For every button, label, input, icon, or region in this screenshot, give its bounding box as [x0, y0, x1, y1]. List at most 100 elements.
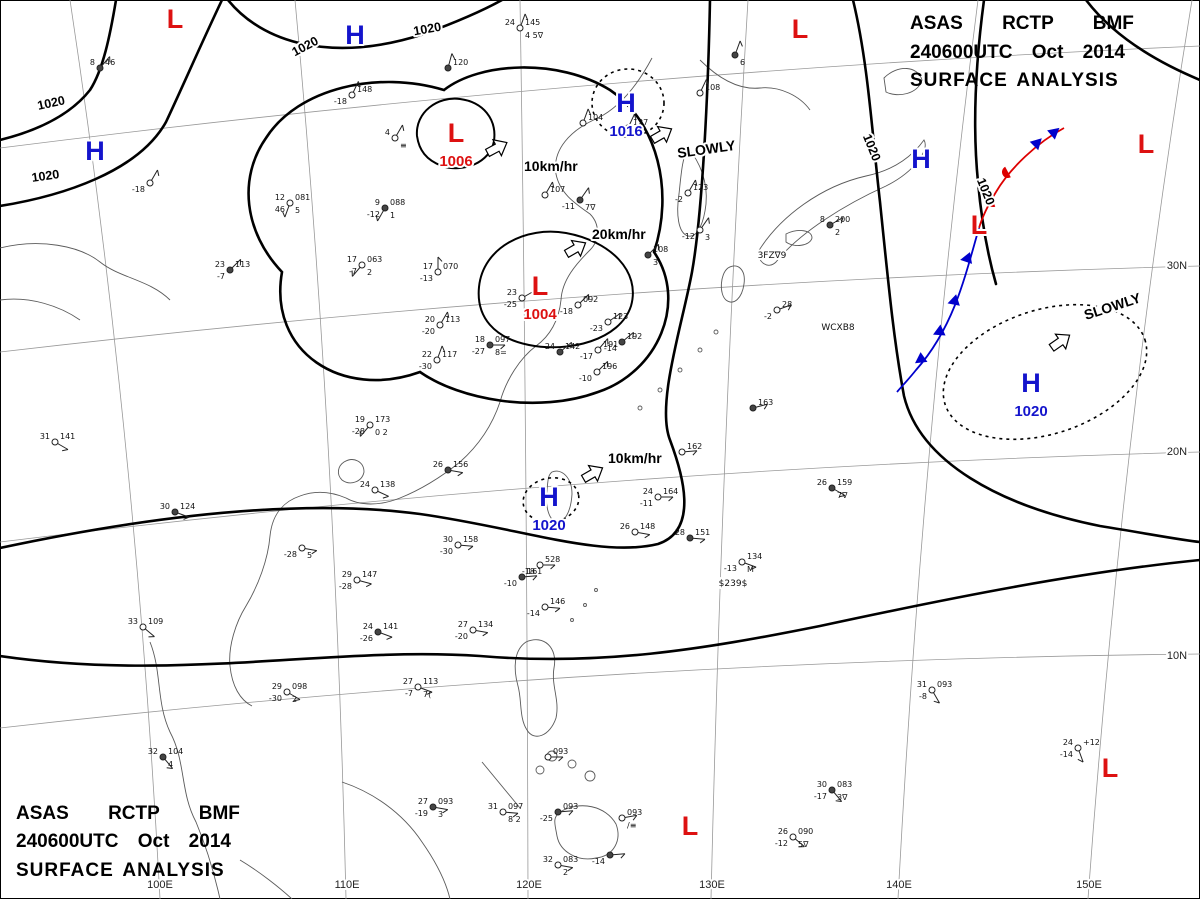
island-visayas-4 [535, 765, 545, 775]
wind-barb-feather [357, 81, 361, 88]
station-plot: 24 142 [545, 341, 580, 356]
station-circle [631, 528, 639, 536]
station-circle [536, 561, 544, 569]
station-circle [353, 576, 361, 584]
station-circle [139, 623, 147, 631]
station-temp: 19 [355, 415, 365, 424]
wind-barb-feather [183, 516, 190, 520]
parallel-30n [0, 265, 1200, 353]
wind-barb-feather [437, 256, 443, 262]
station-pressure: 081 [295, 193, 310, 202]
cold-front-symbol [1029, 138, 1042, 151]
station-circle [96, 64, 104, 72]
wind-barb-feather [632, 815, 638, 821]
station-circle [731, 51, 739, 59]
pressure-center-symbol: L [448, 118, 465, 148]
station-temp: 23 [507, 288, 517, 297]
station-temp: 26 [817, 478, 827, 487]
isobar-1020-topleft-outer [0, 0, 224, 208]
station-circle [594, 346, 602, 354]
station-temp: 8 [820, 215, 825, 224]
pressure-center-l: L [165, 2, 186, 36]
station-pressure: 113 [423, 677, 438, 686]
station-dewpoint: -2 [764, 312, 772, 321]
station-extra: 8= [495, 348, 507, 357]
station-extra: 3 [438, 810, 443, 819]
pressure-center-symbol: H [911, 144, 931, 174]
longitude-label: 140E [886, 879, 912, 891]
station-plot: -14 [592, 851, 626, 866]
station-dewpoint: -7 [405, 689, 413, 698]
station-pressure: 127 [633, 118, 648, 127]
station-extra: 1 [390, 211, 395, 220]
warm-front-symbol [987, 195, 996, 207]
wind-barb-feather [632, 332, 634, 339]
station-temp: 26 [778, 827, 788, 836]
movement-label: 20km/hr [592, 226, 646, 242]
misc-label: 3FZ∇9 [758, 251, 787, 261]
station-plot: 29 098 -30 2 [269, 682, 307, 704]
station-temp: 32 [148, 747, 158, 756]
station-plot: 108 [696, 79, 720, 97]
station-circle [826, 221, 834, 229]
wind-barb-feather [644, 534, 651, 539]
wind-barb-feather [708, 217, 710, 224]
station-pressure: 147 [362, 570, 377, 579]
wind-barb-feather [386, 636, 393, 640]
pressure-centers-layer: L H H L 1006 H 1016 L H L L L 1004 H 1020 H 1020 L L [83, 2, 1156, 843]
station-temp: 4 [385, 128, 390, 137]
misc-label: $239$ [719, 579, 748, 589]
front-symbols-layer [914, 127, 1060, 364]
movement-annotation: 10km/hr [484, 138, 580, 176]
station-dewpoint: -12 [775, 839, 788, 848]
station-pressure: 108 [653, 245, 668, 254]
movement-arrow-icon [563, 239, 587, 259]
movement-arrow-icon [649, 125, 673, 145]
station-dewpoint: -26 [360, 634, 373, 643]
coast-palawan [481, 761, 521, 809]
parallel-20n [0, 451, 1200, 543]
misc-label: WCXB8 [821, 323, 855, 333]
station-plot: 24 164 -11 [640, 487, 678, 508]
wind-barb-feather [552, 181, 555, 188]
station-pressure: 192 [627, 332, 642, 341]
coast-kyushu [720, 265, 745, 303]
station-extra: 2 [835, 228, 840, 237]
station-circle [486, 341, 494, 349]
movement-label: 10km/hr [524, 158, 578, 174]
station-circle [374, 628, 382, 636]
station-plot: 120 [444, 53, 468, 72]
pressure-center-symbol: L [532, 271, 549, 301]
station-pressure: 123 [613, 312, 628, 321]
wind-barb-feather [787, 304, 792, 311]
wind-barb-feather [500, 344, 506, 350]
pressure-center-l: L [969, 208, 990, 242]
station-temp: 24 [1063, 738, 1073, 747]
station-dewpoint: -12 [682, 232, 695, 241]
movement-label: 10km/hr [608, 450, 662, 466]
station-dewpoint: 46 [275, 205, 285, 214]
station-temp: 32 [543, 855, 553, 864]
station-temp: 29 [272, 682, 282, 691]
station-circle [686, 534, 694, 542]
station-circle [678, 448, 686, 456]
wind-barb-feather [750, 566, 757, 570]
station-extra: M [747, 565, 754, 574]
station-plot: 28 -2 [764, 300, 792, 321]
wind-barb-feather [447, 311, 450, 318]
station-pressure: 120 [453, 58, 468, 67]
station-circle [51, 438, 59, 446]
station-extra: 6 [740, 58, 745, 67]
longitude-label: 150E [1076, 879, 1102, 891]
station-circle [618, 338, 626, 346]
pressure-center-value: 1020 [532, 517, 565, 534]
station-pressure: 070 [443, 262, 458, 271]
dashed-high-outlines [522, 68, 1148, 524]
station-pressure: 141 [383, 622, 398, 631]
station-temp: 30 [443, 535, 453, 544]
station-dewpoint: -28 [284, 550, 297, 559]
station-plot: 134 -13 M [724, 552, 762, 574]
station-plot: 24 141 -26 [360, 622, 398, 643]
